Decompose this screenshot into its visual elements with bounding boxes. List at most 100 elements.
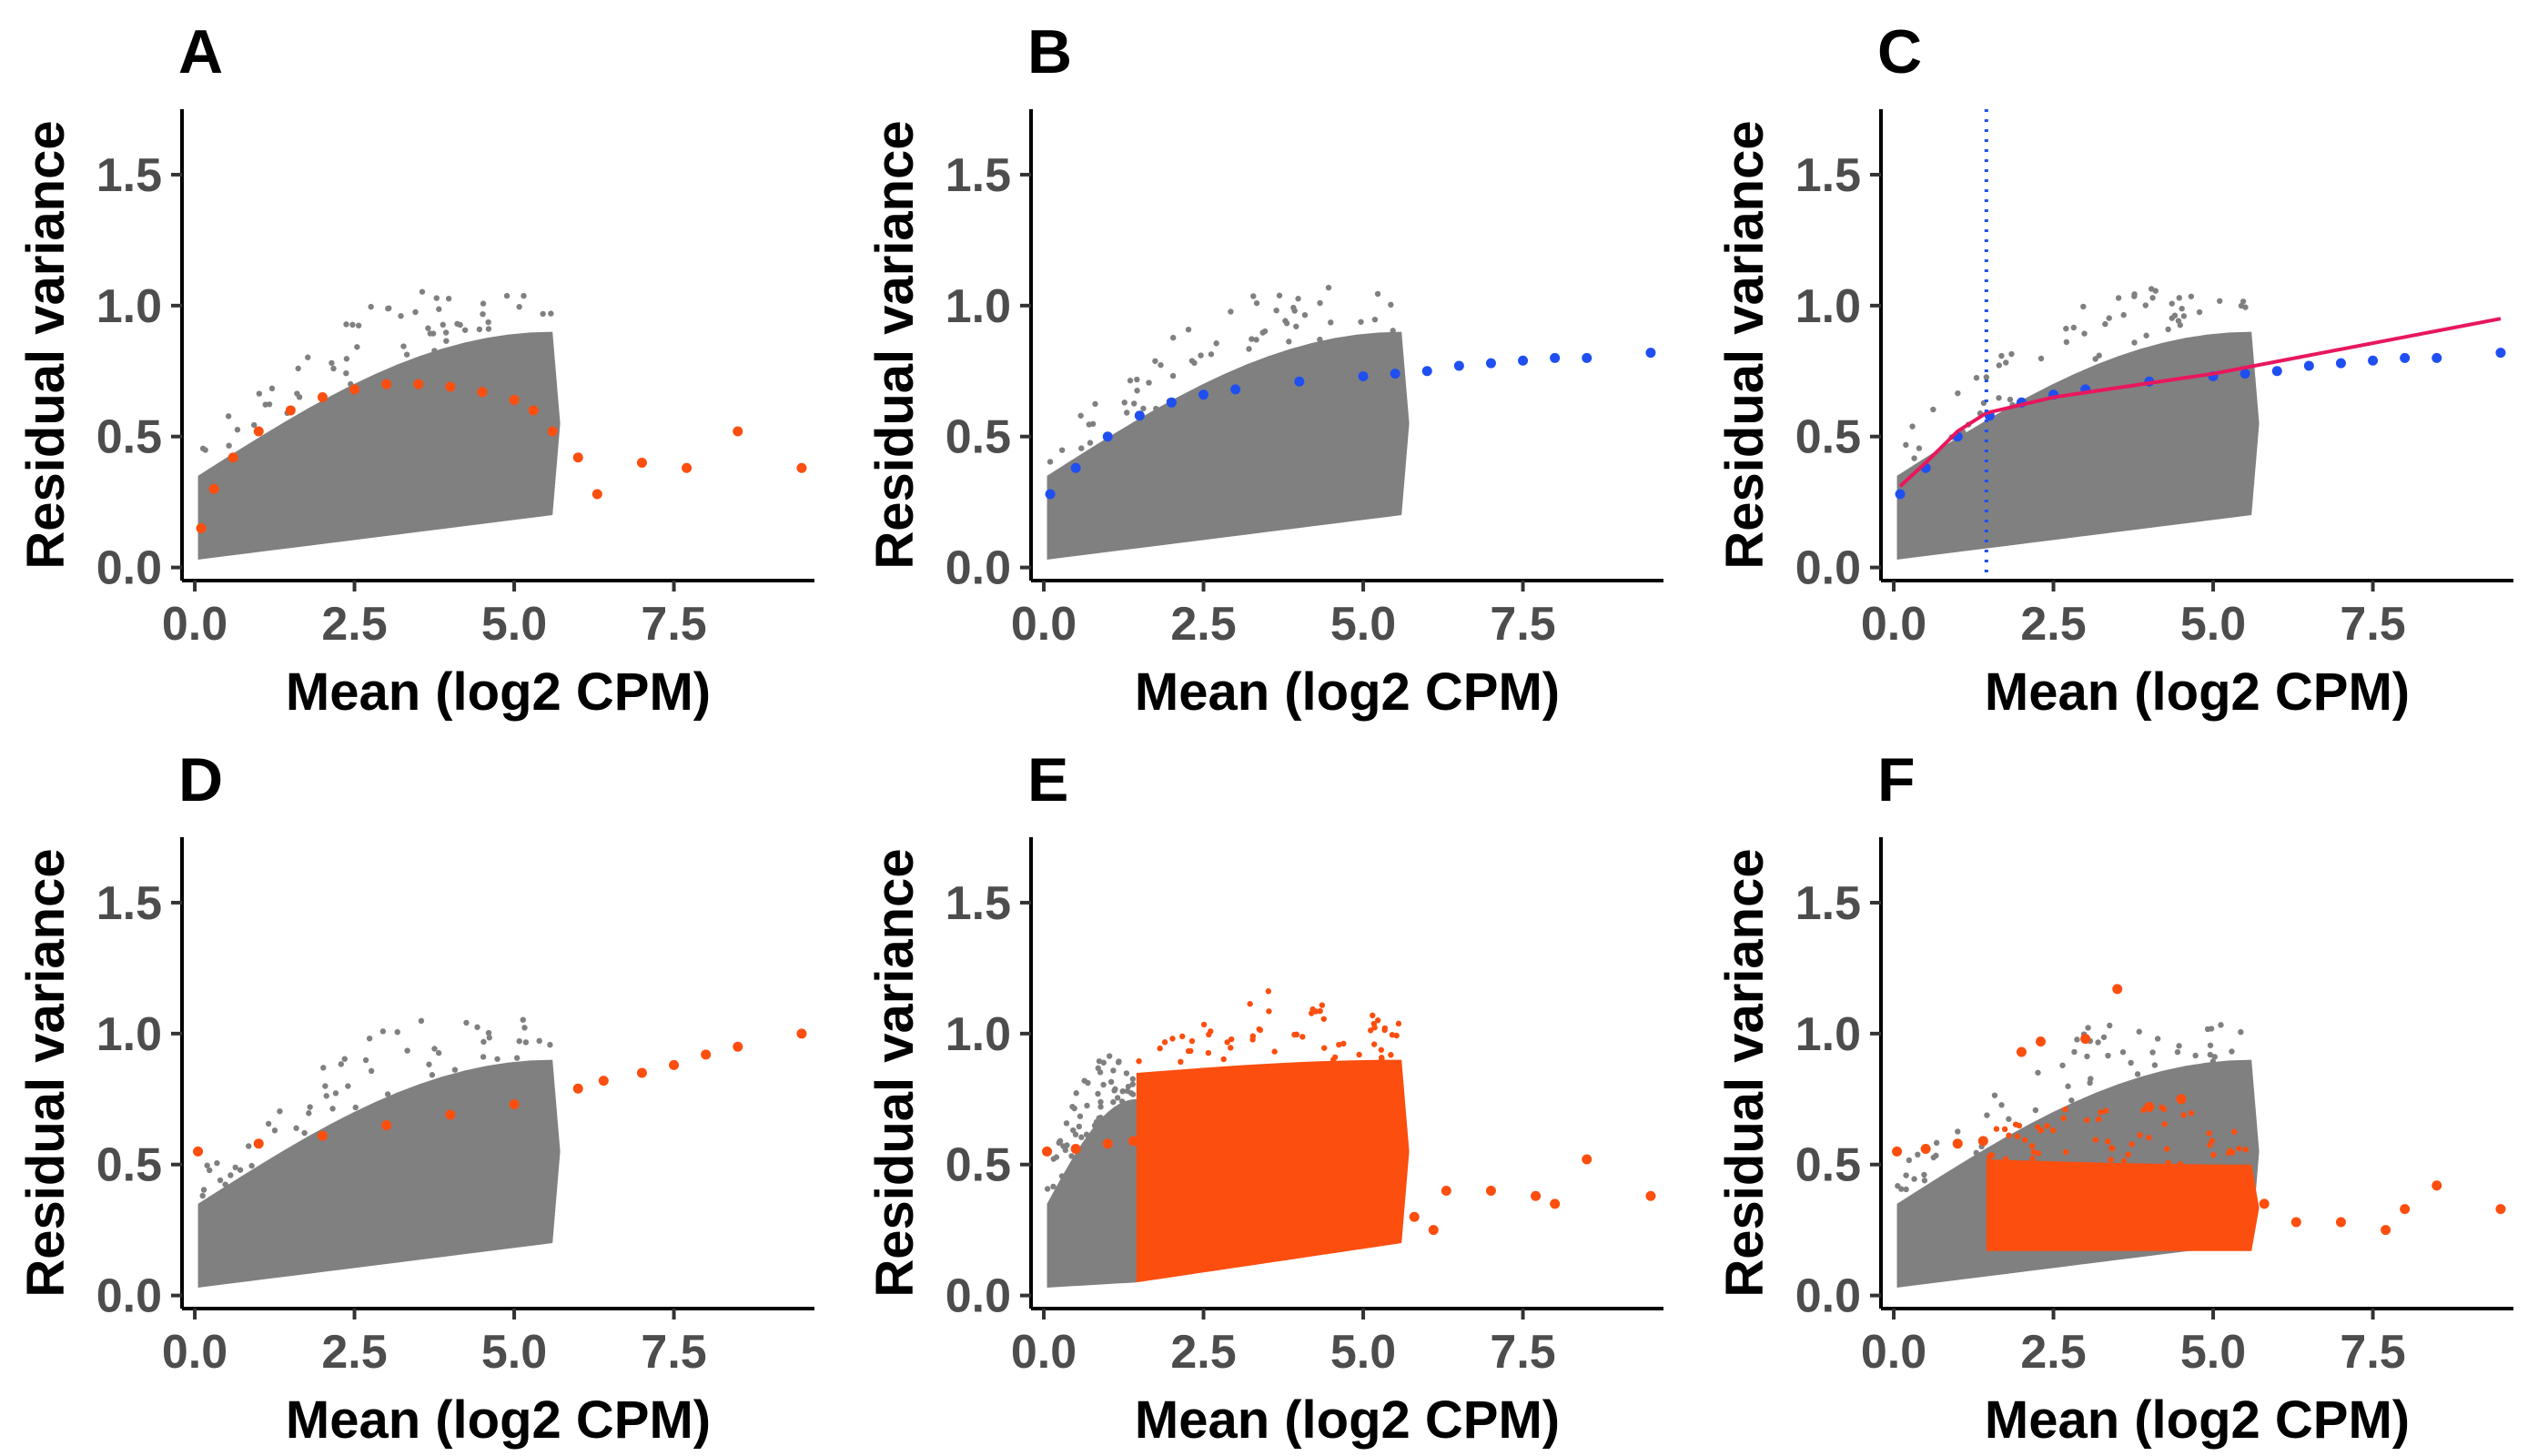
background-cloud-point [2074, 1036, 2080, 1043]
series-1 [193, 1028, 807, 1157]
data-point [733, 426, 743, 437]
highlight-cloud-point [1161, 1039, 1168, 1046]
data-point [572, 1083, 583, 1094]
background-cloud-point [1073, 1090, 1079, 1097]
data-point [1952, 1138, 1963, 1149]
background-cloud-point [2217, 298, 2223, 304]
background-cloud-point [1911, 455, 1917, 461]
background-cloud-point [296, 394, 303, 400]
background-cloud-point [1906, 1157, 1913, 1164]
highlight-cloud-point [2029, 1155, 2036, 1162]
data-point [1920, 1143, 1931, 1154]
data-point [2303, 360, 2314, 371]
data-point [2240, 1172, 2250, 1183]
background-cloud-point [2152, 288, 2159, 294]
background-cloud-point [480, 1054, 487, 1060]
data-point [1134, 410, 1145, 421]
background-cloud-point [1984, 1112, 1990, 1118]
background-cloud-point [199, 1192, 206, 1199]
background-cloud-point [454, 320, 460, 328]
highlight-cloud-point [2108, 1157, 2114, 1163]
data-point [2036, 1036, 2047, 1046]
background-cloud-point [1169, 334, 1177, 341]
data-point [2432, 352, 2442, 363]
background-cloud-point [1095, 1065, 1101, 1072]
x-axis-title: Mean (log2 CPM) [1985, 1390, 2410, 1450]
background-cloud-point [513, 1055, 521, 1061]
data-point [669, 1059, 680, 1070]
background-cloud-point [1070, 1127, 1077, 1134]
background-cloud-point [1191, 359, 1198, 367]
data-point [1358, 371, 1369, 382]
background-cloud-point [1903, 1172, 1909, 1178]
highlight-cloud-point [1388, 1052, 1394, 1058]
background-cloud-point [1107, 1053, 1113, 1059]
background-cloud-point [2204, 1026, 2211, 1033]
background-cloud-point [2192, 1052, 2199, 1059]
data-point [2432, 1180, 2442, 1191]
highlight-cloud-point [1993, 1126, 2000, 1132]
panel-label: B [1027, 17, 1072, 86]
highlight-cloud-point [1367, 1027, 1374, 1034]
panel-label: A [178, 17, 223, 86]
highlight-cloud-point [1224, 1039, 1230, 1046]
data-point [2290, 1217, 2301, 1228]
data-point [228, 452, 238, 463]
highlight-cloud-point [1371, 1024, 1378, 1031]
background-cloud-point [2087, 1079, 2093, 1087]
background-cloud-point [384, 1091, 391, 1097]
background-cloud-point [366, 1035, 373, 1042]
background-cloud-point [345, 1083, 351, 1089]
background-cloud-point [2209, 1058, 2217, 1065]
background-cloud-point [400, 343, 407, 349]
x-tick-label: 7.5 [1490, 598, 1555, 651]
data-point [1102, 1138, 1113, 1149]
x-tick-label: 5.0 [481, 1326, 547, 1379]
x-tick-label: 7.5 [641, 598, 706, 651]
background-cloud-point [320, 1065, 327, 1071]
background-cloud-point [2068, 1097, 2075, 1104]
background-cloud-point [1129, 1081, 1137, 1087]
highlight-cloud-point [2096, 1116, 2102, 1123]
background-cloud-point [1317, 336, 1323, 343]
background-cloud-point [1110, 1098, 1117, 1106]
background-cloud-point [2063, 325, 2069, 332]
y-tick-label: 0.5 [945, 411, 1011, 464]
x-tick-label: 7.5 [1490, 1326, 1555, 1379]
plot-area [1042, 988, 1656, 1288]
data-point [1042, 1146, 1053, 1157]
background-cloud-point [2120, 311, 2127, 318]
highlight-cloud-point [1271, 1048, 1278, 1055]
series-2 [1898, 317, 2502, 488]
y-tick-label: 0.0 [96, 1270, 162, 1323]
data-point [796, 462, 807, 473]
data-point [636, 1067, 647, 1078]
background-cloud-point [322, 1083, 329, 1089]
background-cloud-point [1127, 1089, 1135, 1097]
background-cloud-point [2229, 1048, 2235, 1055]
background-cloud-point [1050, 1183, 1057, 1190]
highlight-cloud-point [2146, 1134, 2152, 1141]
background-cloud-point [540, 310, 546, 318]
y-tick-label: 1.0 [945, 280, 1011, 333]
highlight-cloud-outliers [1987, 1104, 2249, 1168]
data-point [1441, 1186, 1451, 1196]
background-cloud-point [2240, 298, 2247, 305]
background-cloud-point [1261, 328, 1269, 335]
background-cloud-point [1916, 445, 1923, 451]
highlight-cloud-point [1378, 1046, 1385, 1053]
background-cloud-point [398, 313, 404, 319]
highlight-cloud-point [2161, 1121, 2168, 1127]
background-cloud-point [431, 1046, 438, 1052]
data-point [509, 1099, 520, 1110]
background-cloud-point [1107, 1078, 1115, 1086]
highlight-cloud-point [1308, 1010, 1315, 1016]
data-point [208, 483, 219, 494]
data-point [381, 1120, 392, 1131]
highlight-cloud-point [2006, 1132, 2012, 1138]
background-cloud-point [2128, 1059, 2134, 1067]
background-cloud-point [2149, 1049, 2156, 1056]
background-cloud-point [494, 1056, 500, 1062]
background-cloud-point [295, 365, 301, 372]
